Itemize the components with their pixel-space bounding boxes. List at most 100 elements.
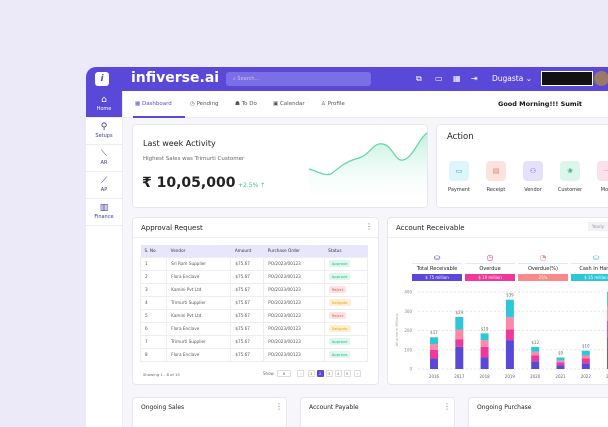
company-logo xyxy=(541,71,593,86)
more-options-icon[interactable]: ⋮ xyxy=(365,222,373,231)
table-cell: 2 xyxy=(139,269,168,284)
y-axis-label: All price in Millions xyxy=(395,313,399,346)
sidebar-label: Home xyxy=(96,106,112,112)
action-payment[interactable]: ▭ Payment xyxy=(444,161,474,193)
action-more[interactable]: ··· More xyxy=(592,161,608,193)
bar-segment-2016-3 xyxy=(430,337,438,344)
action-customer[interactable]: ❀ Customer xyxy=(555,161,585,193)
chart-down-icon: ⟍ xyxy=(100,149,108,159)
data-label: $12 xyxy=(531,340,539,345)
period-select[interactable]: Yearly xyxy=(588,222,608,231)
table-row: 8 Flora Enclave $75.67 PO/2023/00123 Approve xyxy=(139,347,369,362)
tab-pending[interactable]: ◷ Pending xyxy=(190,101,219,107)
page-size-select[interactable]: 8 xyxy=(277,370,292,377)
bar-segment-2018-3 xyxy=(480,333,489,341)
sidebar: ⌂ Home ⚲ Setups ⟍ AR ⟋ AP ▥ Finance xyxy=(86,91,123,427)
sidebar-item-home[interactable]: ⌂ Home xyxy=(86,91,122,118)
more-options-icon[interactable]: ⋮ xyxy=(275,402,283,411)
action-label: Vendor xyxy=(524,187,542,193)
y-tick-label: 300 xyxy=(404,309,412,314)
video-icon[interactable]: ▭ xyxy=(435,74,443,83)
qr-code-icon[interactable]: ▦ xyxy=(453,74,461,83)
bar-segment-2022-2 xyxy=(581,355,590,359)
status-badge: Reject xyxy=(328,286,347,293)
column-header: S. No. xyxy=(140,245,167,257)
table-cell: 7 xyxy=(139,334,168,349)
more-options-icon[interactable]: ⋮ xyxy=(443,402,451,411)
prev-page-button[interactable]: ‹ xyxy=(297,370,305,377)
table-cell: $75.67 xyxy=(230,321,265,336)
action-receipt[interactable]: ▤ Receipt xyxy=(481,161,511,193)
tab-label: Profile xyxy=(327,101,345,107)
status-cell: Approve xyxy=(323,256,369,271)
activity-card: Last week Activity Highest Sales was Tri… xyxy=(132,124,428,208)
customer-icon: ❀ xyxy=(560,161,580,181)
table-row: 4 Trimurti Supplier $75.67 PO/2023/00123 Del… xyxy=(139,295,369,310)
page-button[interactable]: 1 xyxy=(307,370,315,377)
activity-change: +2.5% ↑ xyxy=(238,182,266,189)
y-tick-label: 400 xyxy=(404,290,412,295)
receivable-chart: All price in Millions 0 100 200 300 400 $17 201… xyxy=(395,290,608,379)
status-badge: Approve xyxy=(328,338,351,345)
tab-calendar[interactable]: ▣ Calendar xyxy=(273,101,305,107)
receipt-icon: ▤ xyxy=(486,161,506,181)
page-button[interactable]: 2 xyxy=(316,370,324,377)
action-card: Action ▭ Payment ▤ Receipt ⚇ Vendor ❀ Customer ·… xyxy=(436,124,608,208)
show-label: Show xyxy=(263,371,274,376)
action-vendor[interactable]: ⚇ Vendor xyxy=(518,161,548,193)
card-title: Ongoing Purchase xyxy=(477,404,532,411)
finance-icon: ▥ xyxy=(99,203,109,213)
search-input[interactable]: ⌕ Search... xyxy=(226,72,371,86)
profile-icon: ♙ xyxy=(321,101,326,107)
bar-segment-2017-3 xyxy=(455,317,464,330)
table-cell: PO/2023/00123 xyxy=(263,347,325,362)
table-row: 2 Flora Enclave $75.67 PO/2023/00123 Approve xyxy=(139,269,369,284)
sidebar-item-ar[interactable]: ⟍ AR xyxy=(86,145,122,172)
action-title: Action xyxy=(447,132,474,142)
status-cell: Reject xyxy=(323,282,369,297)
sidebar-item-finance[interactable]: ▥ Finance xyxy=(86,199,122,226)
page-button[interactable]: 4 xyxy=(334,370,342,377)
tab-label: Pending xyxy=(196,101,219,107)
logout-icon[interactable]: ⇥ xyxy=(471,74,478,83)
data-label: $19 xyxy=(481,326,489,331)
summary-2: ◔ Overdue(%) 25% xyxy=(518,253,568,281)
account-payable-card: Account Payable ⋮ xyxy=(300,397,455,427)
sidebar-item-ap[interactable]: ⟋ AP xyxy=(86,172,122,199)
bar-segment-2018-0 xyxy=(480,357,489,369)
status-cell: Approve xyxy=(323,347,369,362)
activity-sparkline xyxy=(309,132,428,206)
card-title: Account Payable xyxy=(309,404,359,411)
bar-segment-2017-0 xyxy=(455,346,464,369)
summary-label: Total Receivable xyxy=(416,266,458,272)
user-dropdown[interactable]: Dugasta ⌄ xyxy=(492,74,532,83)
avatar[interactable] xyxy=(594,71,608,86)
table-cell: PO/2023/00123 xyxy=(263,308,325,323)
y-tick-label: 200 xyxy=(404,328,412,333)
column-header: Vendor xyxy=(166,245,231,257)
table-cell: PO/2023/00123 xyxy=(263,269,325,284)
top-header: i infiverse.ai ⌕ Search... ⧉ ▭ ▦ ⇥ Dugas… xyxy=(86,67,608,91)
bar-segment-2016-2 xyxy=(430,343,438,350)
summary-3: ⛀ Cash In Hand $ 35 million xyxy=(571,253,608,281)
calendar-icon: ▣ xyxy=(273,101,279,107)
table-cell: Flora Enclave xyxy=(166,347,232,362)
x-tick-label: 2023 xyxy=(606,374,608,379)
page-button[interactable]: 5 xyxy=(343,370,351,377)
external-link-icon[interactable]: ⧉ xyxy=(416,74,422,83)
page-button[interactable]: 3 xyxy=(325,370,333,377)
sidebar-item-setups[interactable]: ⚲ Setups xyxy=(86,118,122,145)
tab-dashboard[interactable]: ▦ Dashboard xyxy=(135,101,172,107)
x-tick-label: 2016 xyxy=(429,374,440,379)
clock-alert-icon: ◷ xyxy=(465,253,515,264)
next-page-button[interactable]: › xyxy=(353,370,361,377)
tab-todo[interactable]: ☗ To Do xyxy=(235,101,257,107)
tab-profile[interactable]: ♙ Profile xyxy=(321,101,345,107)
x-tick-label: 2018 xyxy=(480,374,491,379)
data-label: $39 xyxy=(506,293,514,298)
table-cell: 8 xyxy=(139,347,168,362)
app-logo[interactable]: i xyxy=(95,72,109,86)
table-cell: $75.67 xyxy=(230,282,265,297)
y-tick-label: 0 xyxy=(409,367,412,372)
